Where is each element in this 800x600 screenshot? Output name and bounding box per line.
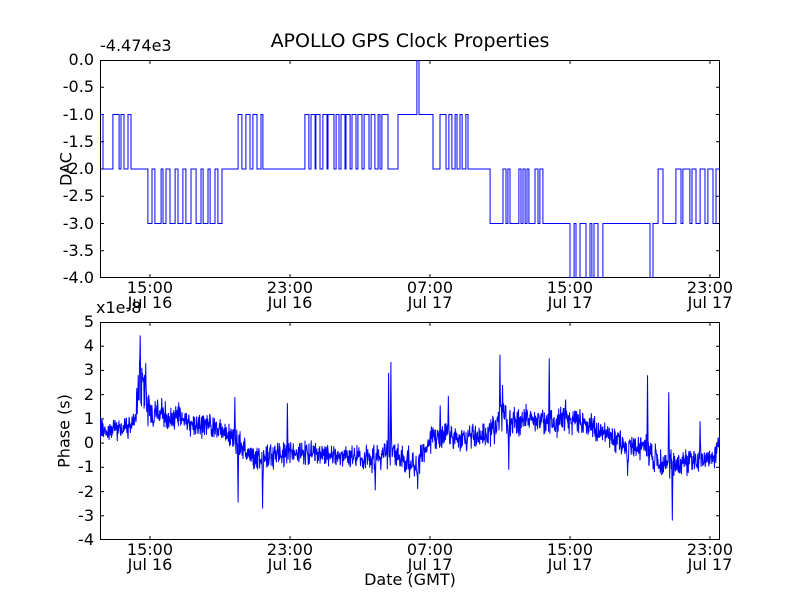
phase-ytick-label: -4 <box>78 530 94 549</box>
phase-y-axis-label: Phase (s) <box>54 394 74 468</box>
tick-date: Jul 17 <box>687 555 733 574</box>
dac-ytick-label: -1.0 <box>62 104 94 124</box>
tick-date: Jul 17 <box>687 293 733 312</box>
phase-ytick-label: -3 <box>78 505 94 525</box>
dac-ytick-label: -3.0 <box>62 213 94 233</box>
tick-time: 15:00 <box>126 278 174 297</box>
phase-xtick-label: 23:00 Jul 16 <box>245 540 335 574</box>
phase-xtick-label: 23:00 Jul 17 <box>665 540 755 574</box>
phase-ytick-label: 0 <box>83 433 94 453</box>
tick-time: 15:00 <box>546 540 594 559</box>
tick-date: Jul 17 <box>547 555 593 574</box>
dac-xtick-label: 23:00 Jul 16 <box>245 278 335 312</box>
phase-ytick-label: 5 <box>83 312 94 331</box>
dac-ytick-label: -0.5 <box>62 77 94 97</box>
phase-ytick-label: -2 <box>78 481 94 501</box>
tick-time: 15:00 <box>546 278 594 297</box>
axes-spines <box>100 322 720 540</box>
dac-offset-label: -4.474e3 <box>100 36 172 55</box>
phase-series-line <box>100 335 720 521</box>
phase-ytick-label: 3 <box>83 360 94 380</box>
tick-time: 23:00 <box>686 278 734 297</box>
tick-time: 07:00 <box>406 540 454 559</box>
dac-ytick-label: -2.5 <box>62 186 94 206</box>
tick-date: Jul 17 <box>547 293 593 312</box>
dac-ytick-label: -2.0 <box>62 159 94 178</box>
phase-xtick-label: 15:00 Jul 17 <box>525 540 615 574</box>
chart-title: APOLLO GPS Clock Properties <box>270 30 550 52</box>
dac-ytick-label: -4.0 <box>62 268 94 287</box>
tick-date: Jul 16 <box>267 293 313 312</box>
phase-xtick-label: 15:00 Jul 16 <box>105 540 195 574</box>
phase-scale-label: x1e-8 <box>96 298 142 317</box>
phase-ytick-label: 1 <box>83 408 94 428</box>
tick-date: Jul 17 <box>407 293 453 312</box>
tick-date: Jul 16 <box>267 555 313 574</box>
dac-ytick-label: -1.5 <box>62 131 94 151</box>
phase-plot-area <box>100 322 720 540</box>
tick-date: Jul 17 <box>407 555 453 574</box>
tick-date: Jul 16 <box>127 293 173 312</box>
tick-time: 23:00 <box>266 278 314 297</box>
dac-series-line <box>100 60 720 278</box>
dac-xtick-label: 15:00 Jul 17 <box>525 278 615 312</box>
dac-ytick-label: 0.0 <box>68 50 94 69</box>
phase-ytick-label: 2 <box>83 384 94 404</box>
tick-date: Jul 16 <box>127 555 173 574</box>
tick-time: 07:00 <box>406 278 454 297</box>
dac-xtick-label: 23:00 Jul 17 <box>665 278 755 312</box>
tick-time: 23:00 <box>686 540 734 559</box>
x-axis-label: Date (GMT) <box>364 570 456 589</box>
phase-ytick-label: -1 <box>78 457 94 477</box>
dac-xtick-label: 07:00 Jul 17 <box>385 278 475 312</box>
phase-ytick-label: 4 <box>83 336 94 356</box>
dac-ytick-label: -3.5 <box>62 240 94 260</box>
phase-xtick-label: 07:00 Jul 17 <box>385 540 475 574</box>
dac-xtick-label: 15:00 Jul 16 <box>105 278 195 312</box>
tick-time: 23:00 <box>266 540 314 559</box>
tick-time: 15:00 <box>126 540 174 559</box>
dac-plot-area <box>100 60 720 278</box>
